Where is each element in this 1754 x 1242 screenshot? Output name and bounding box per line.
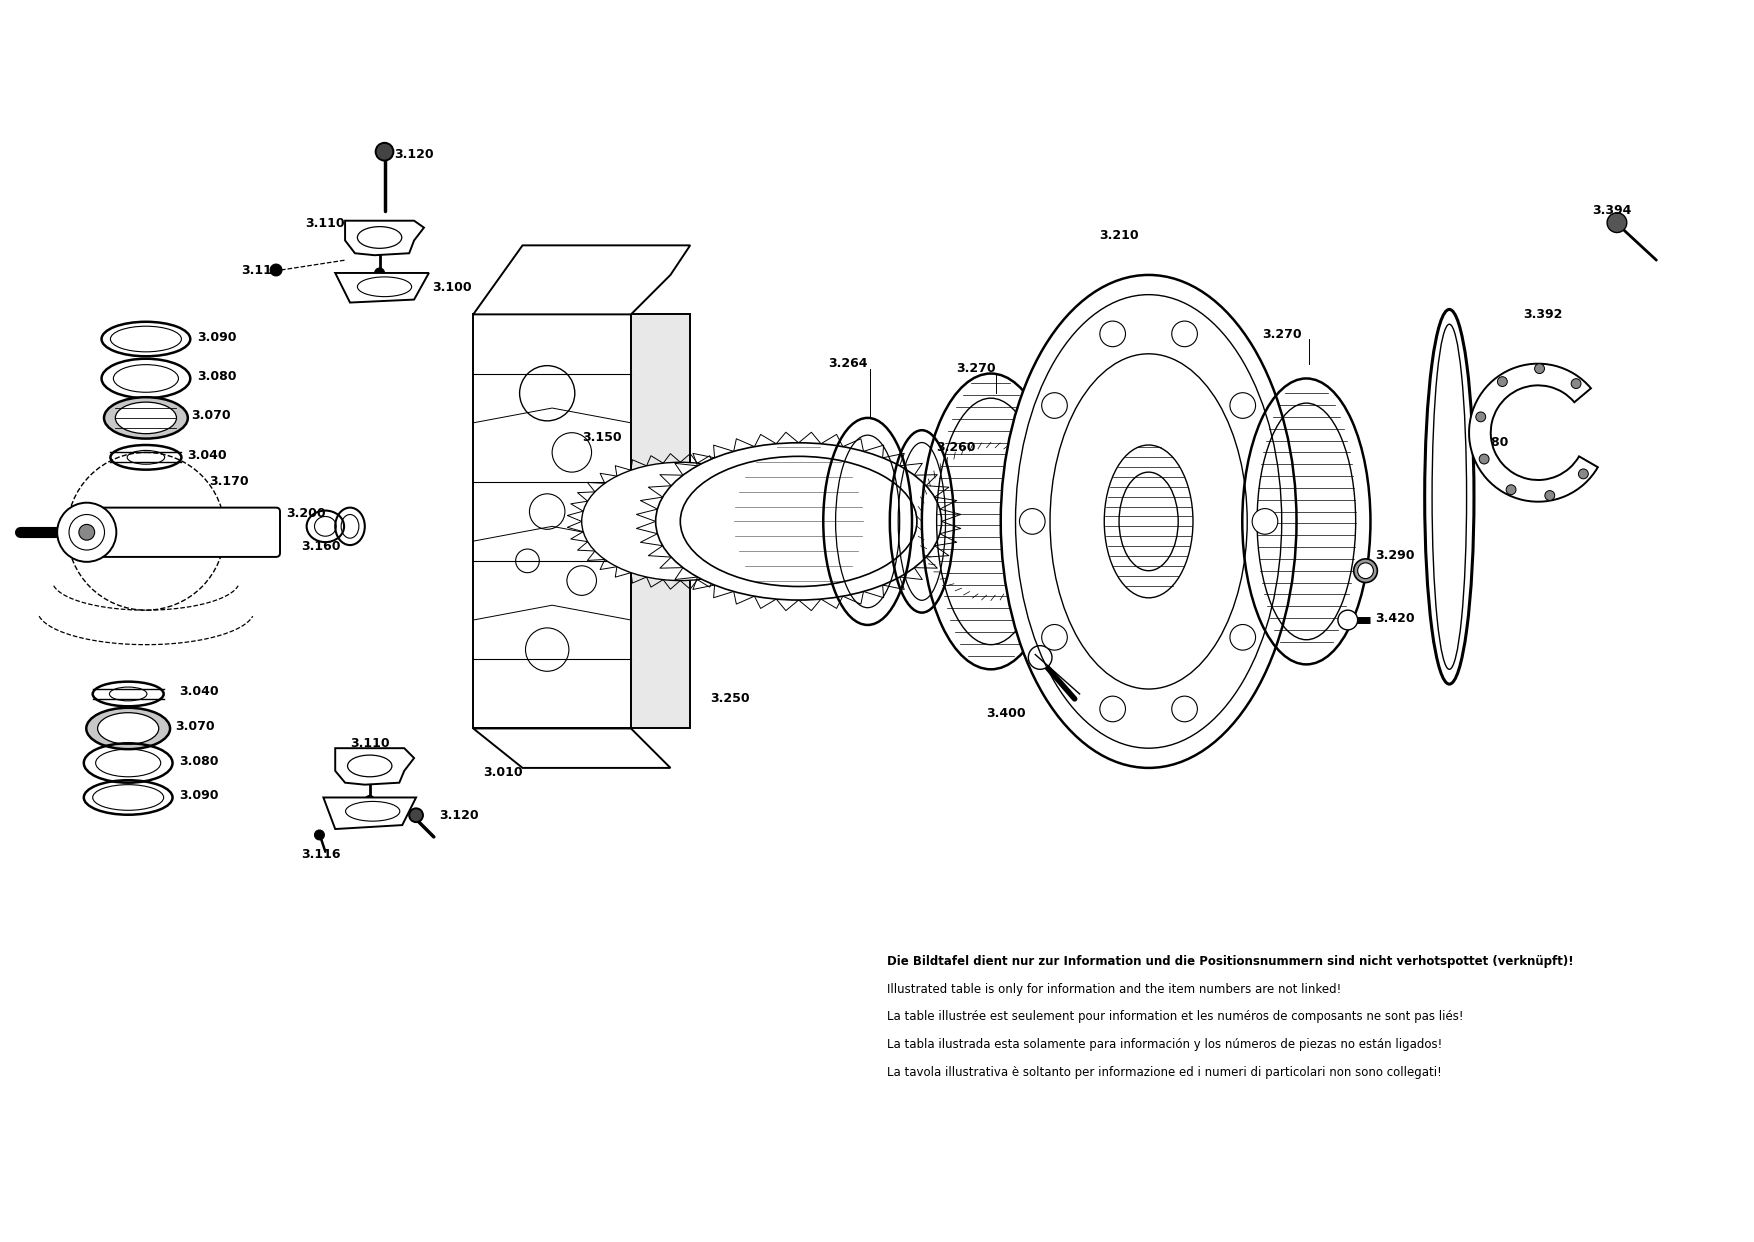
Text: 3.290: 3.290	[1375, 549, 1415, 563]
Text: 3.110: 3.110	[305, 217, 346, 230]
Text: 3.040: 3.040	[179, 686, 219, 698]
Ellipse shape	[656, 443, 942, 600]
Text: 3.150: 3.150	[582, 431, 621, 445]
Ellipse shape	[103, 397, 188, 438]
Circle shape	[375, 143, 393, 160]
Circle shape	[1172, 322, 1198, 347]
Circle shape	[1475, 412, 1486, 422]
Polygon shape	[335, 273, 430, 303]
Circle shape	[1479, 455, 1489, 465]
Text: 3.420: 3.420	[1375, 611, 1415, 625]
Text: 3.120: 3.120	[438, 809, 479, 822]
Circle shape	[1042, 625, 1068, 650]
Circle shape	[1100, 322, 1126, 347]
Ellipse shape	[116, 402, 177, 433]
Text: 3.400: 3.400	[986, 707, 1026, 720]
Circle shape	[365, 796, 375, 805]
Text: La table illustrée est seulement pour information et les numéros de composants n: La table illustrée est seulement pour in…	[888, 1011, 1465, 1023]
Circle shape	[270, 265, 282, 276]
Text: 3.070: 3.070	[175, 720, 216, 733]
Text: 3.090: 3.090	[196, 330, 237, 344]
Text: 3.040: 3.040	[188, 448, 226, 462]
Circle shape	[1607, 212, 1626, 232]
Circle shape	[1572, 379, 1580, 389]
Ellipse shape	[98, 713, 158, 744]
Text: 3.170: 3.170	[209, 476, 249, 488]
Circle shape	[1507, 484, 1515, 494]
Polygon shape	[631, 314, 689, 729]
Text: La tabla ilustrada esta solamente para información y los números de piezas no es: La tabla ilustrada esta solamente para i…	[888, 1038, 1442, 1051]
Polygon shape	[474, 314, 631, 729]
Text: 3.380: 3.380	[1470, 436, 1508, 450]
Text: 3.080: 3.080	[196, 370, 237, 383]
Text: 3.160: 3.160	[300, 539, 340, 553]
Circle shape	[375, 268, 384, 278]
Circle shape	[1338, 610, 1358, 630]
Text: 3.270: 3.270	[1263, 328, 1301, 340]
Text: 3.200: 3.200	[286, 507, 326, 520]
Ellipse shape	[582, 462, 779, 580]
Circle shape	[1019, 509, 1045, 534]
Text: 3.070: 3.070	[191, 410, 232, 422]
Text: 3.394: 3.394	[1593, 205, 1631, 217]
Circle shape	[519, 365, 575, 421]
Ellipse shape	[86, 708, 170, 749]
Circle shape	[1579, 469, 1589, 479]
Text: 3.392: 3.392	[1522, 308, 1563, 320]
Circle shape	[314, 830, 324, 840]
Polygon shape	[346, 221, 424, 255]
Wedge shape	[1470, 364, 1598, 502]
Text: 3.110: 3.110	[351, 737, 389, 750]
Circle shape	[1358, 563, 1373, 579]
Circle shape	[1535, 364, 1545, 374]
Text: 3.210: 3.210	[1100, 229, 1138, 242]
Polygon shape	[474, 729, 670, 768]
Text: 3.116: 3.116	[242, 263, 281, 277]
Text: 3.116: 3.116	[300, 848, 340, 861]
Circle shape	[1028, 646, 1052, 669]
Text: 3.090: 3.090	[179, 789, 219, 802]
Text: La tavola illustrativa è soltanto per informazione ed i numeri di particolari no: La tavola illustrativa è soltanto per in…	[888, 1066, 1442, 1078]
Circle shape	[1545, 491, 1554, 501]
Text: 3.264: 3.264	[828, 358, 868, 370]
Circle shape	[58, 503, 116, 561]
Text: 3.100: 3.100	[431, 281, 472, 294]
Text: 3.250: 3.250	[710, 692, 749, 705]
Polygon shape	[335, 748, 414, 785]
Text: 3.010: 3.010	[482, 766, 523, 779]
Text: 3.270: 3.270	[956, 363, 996, 375]
FancyBboxPatch shape	[84, 508, 281, 556]
Circle shape	[1230, 625, 1256, 650]
Circle shape	[1172, 696, 1198, 722]
Text: Die Bildtafel dient nur zur Information und die Positionsnummern sind nicht verh: Die Bildtafel dient nur zur Information …	[888, 955, 1573, 969]
Circle shape	[79, 524, 95, 540]
Circle shape	[1498, 376, 1507, 386]
Text: 3.080: 3.080	[179, 754, 219, 768]
Circle shape	[1230, 392, 1256, 419]
Circle shape	[1100, 696, 1126, 722]
Ellipse shape	[1002, 274, 1296, 768]
Circle shape	[1252, 509, 1277, 534]
Polygon shape	[323, 797, 416, 828]
Polygon shape	[474, 246, 689, 314]
Text: 3.120: 3.120	[395, 148, 433, 161]
Circle shape	[1354, 559, 1377, 582]
Text: Illustrated table is only for information and the item numbers are not linked!: Illustrated table is only for informatio…	[888, 982, 1342, 996]
Circle shape	[409, 809, 423, 822]
Text: 3.260: 3.260	[937, 441, 977, 455]
Circle shape	[1042, 392, 1068, 419]
